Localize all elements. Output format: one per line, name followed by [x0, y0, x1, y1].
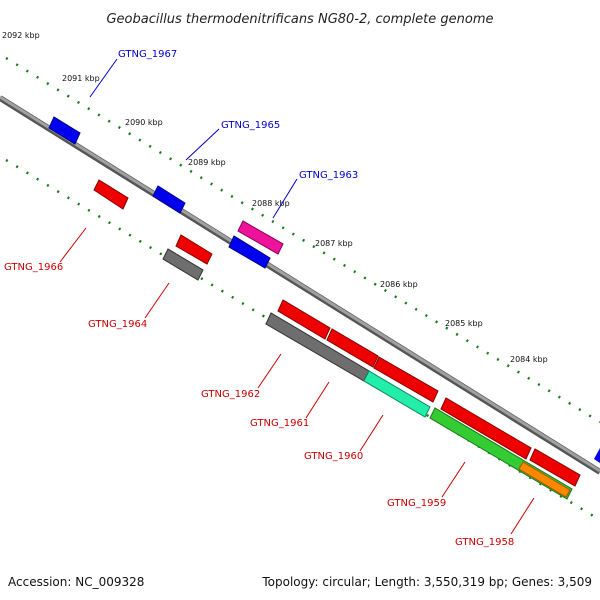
forward-tick-line [5, 56, 600, 424]
gene-arrow-gtng-1963[interactable] [237, 220, 284, 255]
map-title: Geobacillus thermodenitrificans NG80-2, … [106, 12, 493, 27]
kbp-label: 2086 kbp [380, 280, 418, 289]
gene-label-reverse[interactable]: GTNG_1962 [201, 389, 260, 400]
gene-label-reverse[interactable]: GTNG_1961 [250, 418, 309, 429]
gene-arrow-gtng-1966[interactable] [93, 179, 129, 210]
gene-label-forward[interactable]: GTNG_1965 [221, 120, 280, 131]
gene-arrow-gtng-1962[interactable] [277, 299, 379, 368]
leader-line [89, 58, 118, 98]
leader-line [441, 461, 466, 498]
leader-line [510, 497, 535, 535]
gene-label-reverse[interactable]: GTNG_1959 [387, 498, 446, 509]
gene-arrow-gtng-1961[interactable] [373, 356, 439, 403]
gene-label-reverse[interactable]: GTNG_1958 [455, 537, 514, 548]
leader-line [359, 414, 384, 452]
leader-line [144, 282, 170, 319]
leader-line [272, 178, 298, 219]
feature-orange-1958[interactable] [518, 461, 571, 498]
feature-gray-1964[interactable] [162, 248, 204, 281]
gene-arrow-gtng-1964[interactable] [175, 234, 213, 265]
feature-cyan-1960[interactable] [363, 370, 431, 418]
gene-label-forward[interactable]: GTNG_1967 [118, 49, 177, 60]
gene-label-forward[interactable]: GTNG_1963 [299, 170, 358, 181]
kbp-label: 2090 kbp [125, 118, 163, 127]
genome-backbone [0, 95, 600, 473]
leader-line [257, 353, 282, 389]
accession-text: Accession: NC_009328 [8, 575, 144, 589]
leader-line [305, 381, 330, 419]
topology-text: Topology: circular; Length: 3,550,319 bp… [261, 575, 592, 589]
gene-label-reverse[interactable]: GTNG_1966 [4, 262, 63, 273]
kbp-label: 2087 kbp [315, 239, 353, 248]
gene-arrow-gtng-1967[interactable] [48, 116, 81, 145]
gene-arrow-gtng-1959[interactable] [440, 397, 581, 487]
gene-arrow-right-edge[interactable] [594, 448, 600, 463]
leader-line [59, 227, 87, 263]
gene-arrow-gtng-1963b[interactable] [228, 235, 271, 269]
kbp-label: 2092 kbp [2, 31, 40, 40]
gene-arrow-gtng-1965[interactable] [152, 185, 186, 214]
gene-label-reverse[interactable]: GTNG_1960 [304, 451, 363, 462]
kbp-label: 2089 kbp [188, 158, 226, 167]
kbp-label: 2085 kbp [445, 319, 483, 328]
leader-line [185, 128, 220, 161]
kbp-label: 2084 kbp [510, 355, 548, 364]
gene-label-reverse[interactable]: GTNG_1964 [88, 319, 147, 330]
kbp-label: 2088 kbp [252, 199, 290, 208]
kbp-label: 2091 kbp [62, 74, 100, 83]
